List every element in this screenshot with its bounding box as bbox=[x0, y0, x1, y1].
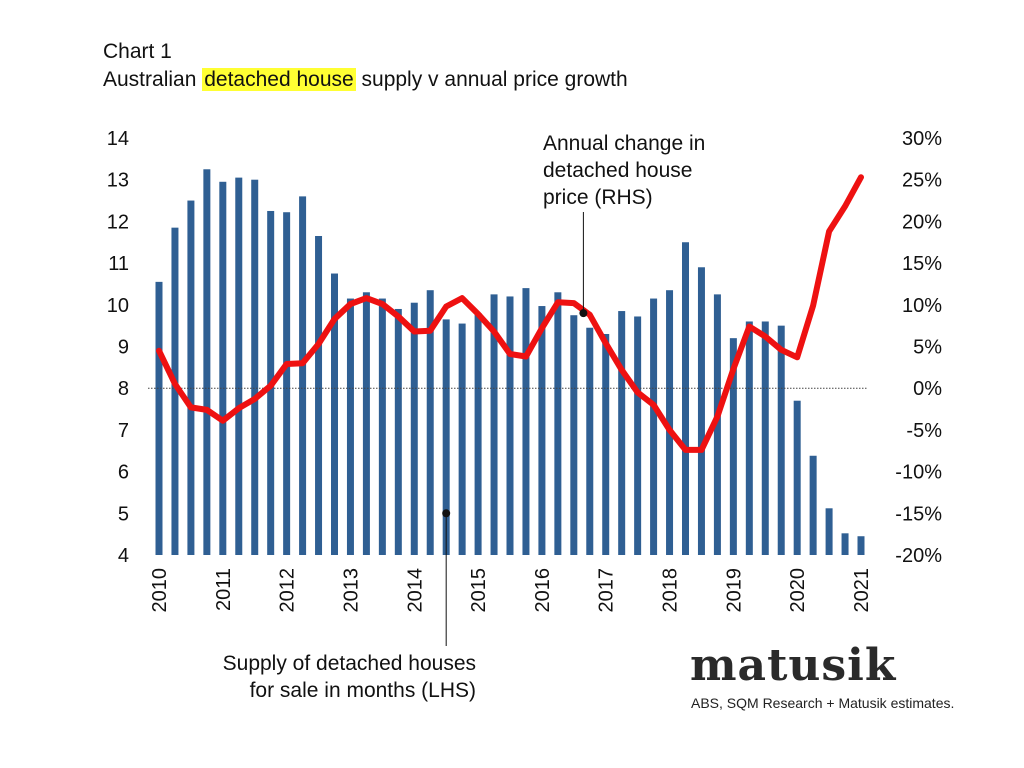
rhs-annotation-line: price (RHS) bbox=[543, 186, 653, 209]
supply-bar bbox=[682, 242, 689, 555]
right-axis-tick-label: 5% bbox=[913, 337, 942, 359]
supply-bar bbox=[299, 196, 307, 555]
source-note: ABS, SQM Research + Matusik estimates. bbox=[691, 695, 955, 711]
left-axis-tick-label: 11 bbox=[108, 253, 129, 275]
supply-bar bbox=[187, 200, 195, 556]
left-axis-tick-label: 14 bbox=[107, 128, 129, 150]
chart-title-before: Australian bbox=[103, 68, 203, 91]
supply-bar bbox=[650, 298, 658, 555]
supply-bar bbox=[155, 281, 163, 555]
right-axis-tick-label: 25% bbox=[902, 170, 942, 192]
supply-bar bbox=[346, 298, 354, 555]
chart-header: Chart 1 Australian detached house supply… bbox=[103, 38, 628, 94]
supply-bar bbox=[362, 292, 370, 555]
supply-bar bbox=[171, 227, 179, 555]
supply-bar bbox=[586, 327, 594, 555]
left-axis-tick-label: 8 bbox=[118, 378, 129, 400]
rhs-pointer-dot bbox=[579, 309, 588, 318]
supply-bar bbox=[666, 290, 674, 555]
right-axis-tick-label: -15% bbox=[895, 503, 942, 525]
chart-number-label: Chart 1 bbox=[103, 40, 172, 63]
lhs-annotation-line: Supply of detached houses bbox=[222, 652, 476, 675]
left-axis-tick-label: 12 bbox=[107, 211, 129, 233]
supply-bar bbox=[251, 179, 259, 555]
left-axis-tick-label: 4 bbox=[118, 545, 129, 567]
chart-title: Australian detached house supply v annua… bbox=[103, 66, 628, 94]
left-axis-tick-label: 7 bbox=[118, 420, 129, 442]
supply-bar bbox=[410, 302, 418, 555]
lhs-series-annotation: Supply of detached houses for sale in mo… bbox=[200, 650, 476, 704]
supply-bar bbox=[825, 508, 833, 555]
x-axis-tick-label: 2011 bbox=[213, 568, 235, 611]
left-axis-tick-label: 13 bbox=[107, 170, 129, 192]
supply-bar bbox=[426, 290, 434, 555]
x-axis-tick-label: 2020 bbox=[787, 568, 809, 613]
supply-bar bbox=[602, 333, 610, 555]
rhs-annotation-line: Annual change in bbox=[543, 132, 706, 155]
supply-bar bbox=[697, 267, 705, 555]
supply-bar bbox=[490, 294, 498, 555]
lhs-pointer-dot bbox=[442, 509, 451, 518]
supply-bar bbox=[538, 306, 546, 555]
x-axis-tick-label: 2021 bbox=[851, 568, 873, 613]
supply-bar bbox=[394, 308, 402, 555]
right-axis-tick-label: 20% bbox=[902, 211, 942, 233]
x-axis-tick-label: 2010 bbox=[149, 568, 171, 613]
lhs-annotation-line: for sale in months (LHS) bbox=[249, 679, 476, 702]
right-axis-tick-label: 15% bbox=[902, 253, 942, 275]
supply-bar bbox=[618, 311, 626, 555]
supply-bar bbox=[522, 288, 530, 555]
right-axis-tick-label: -5% bbox=[906, 420, 942, 442]
rhs-annotation-line: detached house bbox=[543, 159, 693, 182]
supply-bar bbox=[554, 292, 562, 555]
right-axis-tick-label: 10% bbox=[902, 295, 942, 317]
matusik-logo: matusik bbox=[690, 640, 897, 691]
right-axis-tick-label: -10% bbox=[895, 462, 942, 484]
left-axis-tick-label: 9 bbox=[118, 337, 129, 359]
supply-bar bbox=[761, 321, 769, 555]
right-axis-tick-label: 30% bbox=[902, 128, 942, 150]
supply-bar bbox=[219, 181, 227, 555]
x-axis-tick-label: 2018 bbox=[660, 568, 682, 613]
x-axis-tick-label: 2019 bbox=[723, 568, 745, 613]
supply-bar bbox=[841, 533, 849, 555]
right-axis-tick-label: 0% bbox=[913, 378, 942, 400]
right-axis-tick-label: -20% bbox=[895, 545, 942, 567]
supply-bar bbox=[474, 313, 482, 555]
chart-title-highlight: detached house bbox=[202, 68, 356, 91]
supply-bar bbox=[203, 169, 211, 555]
x-axis-tick-label: 2013 bbox=[340, 568, 362, 613]
supply-bar bbox=[506, 296, 514, 555]
supply-bar bbox=[283, 212, 291, 555]
supply-bar bbox=[458, 323, 466, 555]
supply-bar bbox=[729, 338, 737, 555]
supply-bar bbox=[570, 315, 578, 555]
x-axis-tick-label: 2017 bbox=[596, 568, 618, 613]
x-axis-tick-label: 2015 bbox=[468, 568, 490, 613]
supply-bar bbox=[315, 235, 323, 555]
rhs-series-annotation: Annual change in detached house price (R… bbox=[543, 130, 705, 211]
supply-bar bbox=[857, 536, 865, 555]
price-growth-line bbox=[156, 174, 864, 453]
supply-bar bbox=[745, 321, 753, 555]
supply-bar bbox=[378, 298, 386, 555]
supply-bar bbox=[634, 316, 642, 555]
left-axis-tick-label: 5 bbox=[118, 503, 129, 525]
supply-bar bbox=[331, 273, 338, 555]
x-axis-tick-label: 2014 bbox=[404, 568, 426, 613]
left-axis-tick-label: 10 bbox=[107, 295, 129, 317]
supply-bar bbox=[442, 319, 450, 555]
supply-bar bbox=[713, 294, 721, 555]
supply-bar bbox=[809, 455, 817, 555]
left-axis-tick-label: 6 bbox=[118, 462, 129, 484]
supply-bar bbox=[235, 177, 243, 556]
x-axis-tick-label: 2012 bbox=[277, 568, 299, 613]
supply-bar bbox=[777, 325, 785, 555]
x-axis-tick-label: 2016 bbox=[532, 568, 554, 613]
supply-bar bbox=[793, 400, 801, 555]
chart-title-after: supply v annual price growth bbox=[355, 68, 628, 91]
